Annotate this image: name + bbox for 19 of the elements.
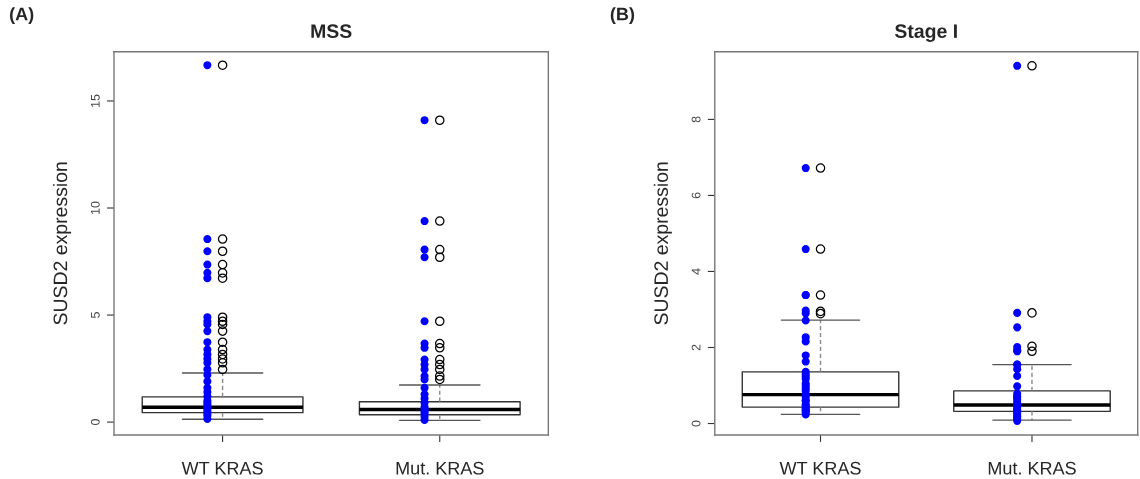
- y-tick-label: 8: [691, 116, 701, 123]
- x-tick-label: Mut. KRAS: [396, 461, 484, 475]
- x-tick-label: WT KRAS: [779, 461, 861, 475]
- y-axis-title: SUSD2 expression: [653, 162, 672, 325]
- text: (A): [10, 7, 34, 25]
- text: (B): [610, 7, 635, 25]
- y-tick-label: 5: [91, 312, 100, 319]
- y-tick-label: 10: [90, 201, 100, 215]
- y-tick-label: 0: [90, 419, 100, 426]
- y-tick-label: 2: [691, 344, 701, 351]
- y-tick-label: 6: [691, 192, 701, 199]
- y-tick-label: 15: [91, 94, 100, 107]
- y-tick-label: 0: [691, 420, 701, 427]
- x-tick-label: Mut. KRAS: [988, 461, 1076, 475]
- chart-title: MSS: [311, 24, 352, 39]
- y-axis-title: SUSD2 expression: [52, 162, 72, 325]
- chart-title: Stage I: [894, 24, 957, 42]
- x-tick-label: WT KRAS: [181, 461, 263, 475]
- y-tick-label: 4: [691, 268, 701, 275]
